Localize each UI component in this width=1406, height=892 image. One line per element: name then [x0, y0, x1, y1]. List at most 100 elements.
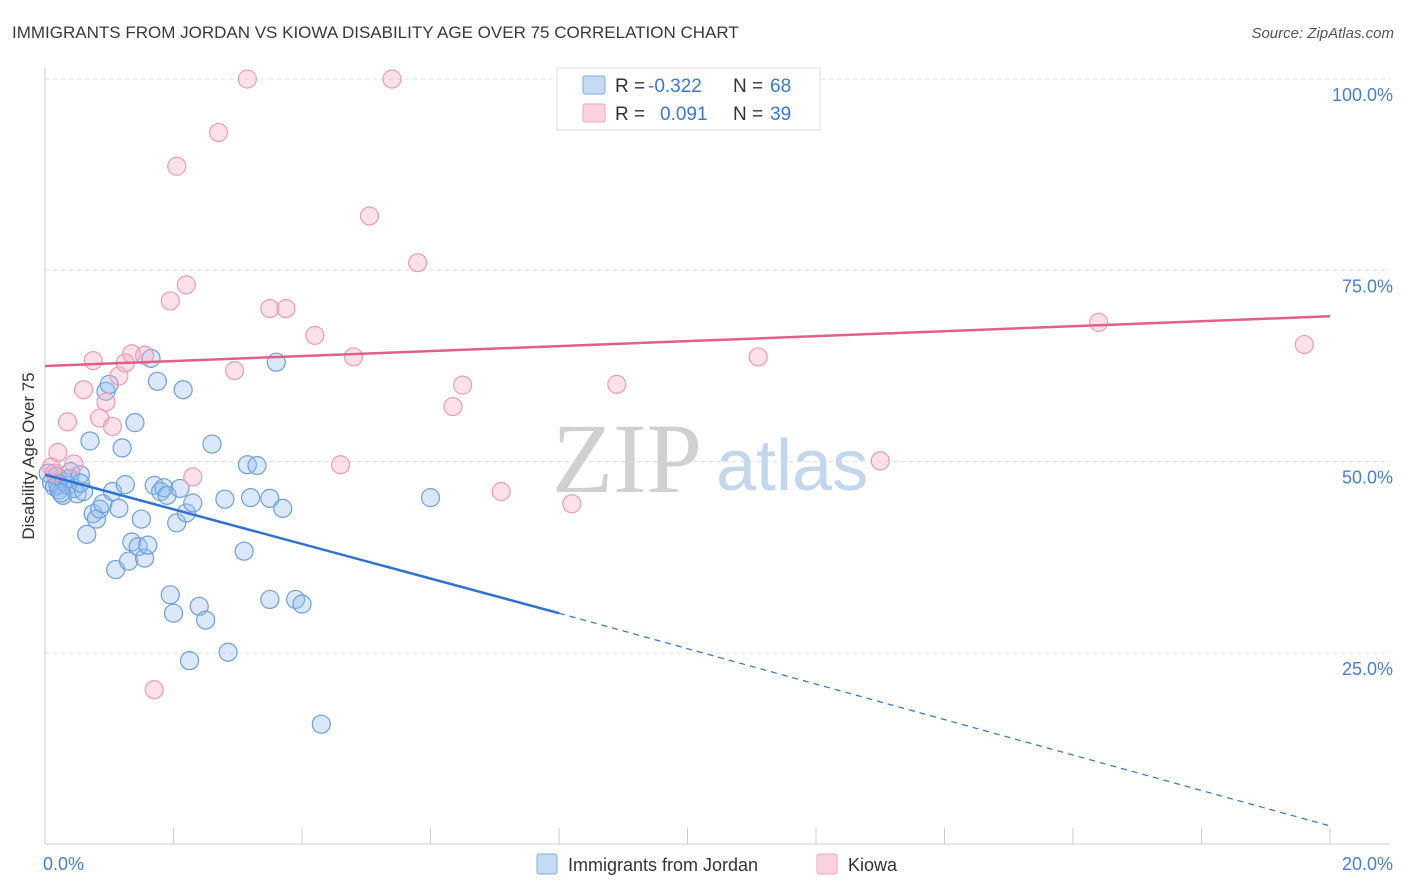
kiowa-point-15 [167, 156, 187, 176]
kiowa-point-3 [64, 454, 84, 474]
jordan-point-16 [80, 431, 100, 451]
chart-title: IMMIGRANTS FROM JORDAN VS KIOWA DISABILI… [12, 23, 739, 42]
series-immigrants-from-jordan-points [38, 348, 441, 734]
jordan-point-50 [196, 610, 216, 630]
watermark: ZIP atlas [552, 403, 868, 514]
jordan-point-25 [109, 498, 129, 518]
jordan-point-44 [170, 478, 190, 499]
legend-swatch-kiowa [582, 103, 606, 123]
kiowa-point-25 [343, 347, 363, 367]
jordan-point-26 [112, 438, 132, 458]
legend-n-label-0: N = [733, 76, 763, 97]
legend-r-value-0: -0.322 [648, 76, 702, 97]
jordan-point-31 [128, 537, 148, 557]
kiowa-point-29 [443, 396, 463, 417]
watermark-zip: ZIP [552, 403, 702, 514]
bottom-legend-swatch-jordan [536, 853, 558, 875]
y-tick-label-2: 75.0% [1342, 276, 1393, 296]
legend-n-label-1: N = [733, 104, 763, 125]
kiowa-point-18 [208, 122, 229, 143]
kiowa-point-12 [134, 345, 155, 365]
trend-lines [44, 315, 1331, 827]
legend-r-label-1: R = [615, 104, 645, 125]
jordan-point-34 [138, 535, 158, 555]
kiowa-point-27 [382, 69, 402, 89]
kiowa-point-8 [102, 416, 123, 437]
kiowa-point-19 [224, 360, 245, 381]
legend-n-value-0: 68 [770, 76, 791, 97]
jordan-point-42 [163, 603, 184, 623]
kiowa-point-1 [48, 442, 68, 463]
kiowa-point-14 [160, 291, 180, 311]
jordan-point-54 [234, 541, 254, 561]
y-axis-ticks: 25.0% 50.0% 75.0% 100.0% [1332, 85, 1393, 679]
jordan-point-15 [77, 524, 97, 544]
jordan-point-30 [125, 413, 145, 433]
jordan-point-48 [183, 493, 203, 513]
jordan-point-66 [51, 483, 71, 503]
legend-swatch-jordan [582, 75, 606, 95]
kiowa-point-13 [144, 680, 164, 700]
jordan-point-32 [131, 509, 151, 529]
kiowa-point-4 [73, 380, 94, 400]
source-label: Source: ZipAtlas.com [1251, 25, 1394, 42]
axes [44, 68, 1390, 845]
kiowa-point-34 [748, 347, 768, 367]
jordan-point-57 [247, 455, 267, 476]
jordan-point-45 [173, 380, 193, 400]
kiowa-trend-line [44, 315, 1331, 368]
jordan-point-47 [179, 651, 200, 671]
kiowa-point-22 [276, 299, 296, 319]
watermark-atlas: atlas [716, 426, 868, 506]
legend-r-value-1: 0.091 [660, 104, 708, 125]
y-tick-label-3: 100.0% [1332, 85, 1393, 105]
y-tick-label-1: 50.0% [1342, 468, 1393, 488]
kiowa-point-16 [176, 275, 196, 295]
kiowa-point-32 [562, 494, 582, 514]
jordan-point-53 [218, 642, 238, 662]
kiowa-point-5 [83, 351, 103, 371]
jordan-point-43 [167, 513, 187, 533]
kiowa-point-21 [260, 299, 280, 319]
jordan-point-51 [202, 434, 222, 454]
kiowa-point-2 [57, 412, 78, 432]
jordan-point-27 [115, 475, 135, 495]
kiowa-point-36 [1089, 312, 1109, 332]
jordan-point-37 [147, 371, 168, 391]
series-kiowa-points [41, 69, 1314, 700]
x-tick-label-1: 20.0% [1342, 854, 1393, 874]
jordan-point-64 [311, 714, 331, 734]
kiowa-point-26 [359, 206, 380, 226]
jordan-point-55 [237, 455, 257, 475]
jordan-point-59 [260, 589, 280, 610]
kiowa-point-28 [408, 253, 428, 273]
jordan-point-61 [273, 498, 293, 518]
x-axis-ticks: 0.0% 20.0% [43, 854, 1393, 874]
jordan-point-56 [241, 488, 261, 508]
kiowa-point-30 [453, 375, 473, 395]
kiowa-point-17 [183, 467, 203, 487]
bottom-legend-swatch-kiowa [816, 853, 838, 875]
kiowa-point-37 [1294, 334, 1314, 355]
stats-legend: R = -0.322 N = 68 R = 0.091 N = 39 [556, 67, 821, 131]
kiowa-point-31 [491, 481, 511, 502]
x-tick-label-0: 0.0% [43, 854, 84, 874]
bottom-legend: Immigrants from Jordan Kiowa [536, 853, 898, 875]
jordan-point-41 [160, 585, 180, 605]
legend-n-value-1: 39 [770, 104, 791, 125]
jordan-trend-extension [558, 612, 1331, 827]
bottom-legend-label-kiowa: Kiowa [848, 855, 898, 875]
jordan-trend-line [44, 473, 560, 615]
jordan-point-63 [292, 594, 312, 614]
kiowa-point-24 [330, 455, 351, 475]
jordan-point-58 [260, 488, 280, 509]
kiowa-point-20 [237, 69, 257, 89]
bottom-legend-label-jordan: Immigrants from Jordan [568, 855, 758, 875]
kiowa-point-23 [305, 325, 325, 345]
jordan-point-28 [118, 551, 139, 571]
y-tick-label-0: 25.0% [1342, 659, 1393, 679]
kiowa-point-7 [96, 392, 116, 412]
jordan-point-52 [215, 489, 235, 509]
kiowa-point-35 [870, 451, 890, 471]
